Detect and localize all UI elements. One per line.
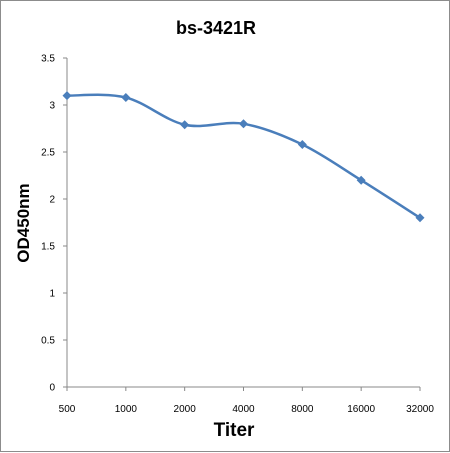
data-point-marker xyxy=(239,119,248,129)
y-axis-label: OD450nm xyxy=(14,183,33,262)
x-ticks: 500 1000 2000 4000 8000 16000 32000 xyxy=(59,387,434,415)
y-tick-label: 2 xyxy=(49,195,55,206)
y-tick-label: 1.5 xyxy=(41,242,55,253)
x-tick-label: 1000 xyxy=(115,404,138,415)
y-tick-label: 2.5 xyxy=(41,148,55,159)
x-tick-label: 500 xyxy=(59,404,76,415)
y-tick-label: 3 xyxy=(49,101,55,112)
data-point-marker xyxy=(121,92,131,102)
data-point-marker xyxy=(180,120,190,130)
y-tick-label: 0 xyxy=(49,383,55,394)
data-point-marker xyxy=(356,175,366,185)
data-point-marker xyxy=(62,91,72,101)
x-tick-label: 32000 xyxy=(406,404,434,415)
data-point-marker xyxy=(415,213,425,223)
y-tick-label: 1 xyxy=(49,289,55,300)
x-tick-label: 2000 xyxy=(174,404,197,415)
x-tick-label: 4000 xyxy=(232,404,255,415)
y-tick-label: 0.5 xyxy=(41,336,55,347)
x-tick-label: 8000 xyxy=(291,404,314,415)
series-markers xyxy=(62,91,425,223)
x-axis-label: Titer xyxy=(214,420,255,441)
y-tick-label: 3.5 xyxy=(41,54,55,65)
x-tick-label: 16000 xyxy=(347,404,375,415)
series-line xyxy=(66,93,421,219)
chart-title: bs-3421R xyxy=(176,18,256,38)
data-point-marker xyxy=(297,139,307,149)
y-ticks: 0 0.5 1 1.5 2 2.5 3 3.5 xyxy=(41,54,67,394)
